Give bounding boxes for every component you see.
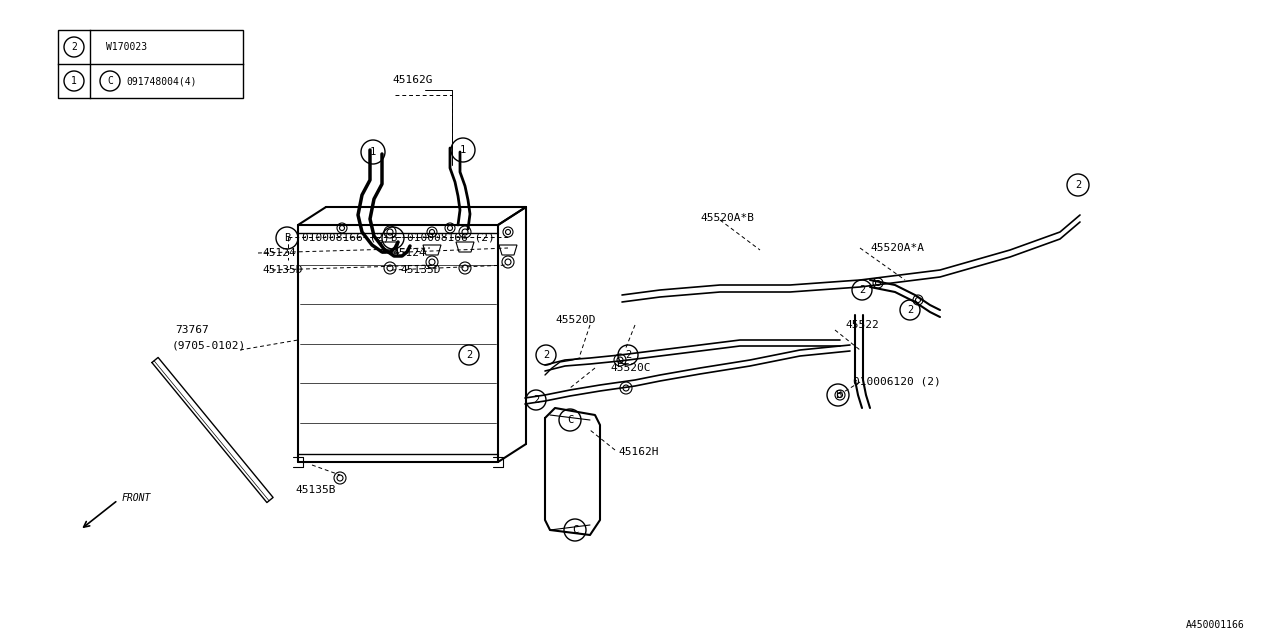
Text: 2: 2 [625, 350, 631, 360]
Text: 2: 2 [532, 395, 539, 405]
Text: 2: 2 [543, 350, 549, 360]
Bar [58, 30, 243, 98]
Text: B: B [835, 390, 841, 400]
Text: C: C [567, 415, 573, 425]
Text: 45135D: 45135D [399, 265, 440, 275]
Text: 1: 1 [72, 76, 77, 86]
Text: 1: 1 [370, 147, 376, 157]
Text: B: B [284, 233, 291, 243]
Text: 45135D: 45135D [262, 265, 302, 275]
Text: 45522: 45522 [845, 320, 879, 330]
Text: 010008166 (2): 010008166 (2) [407, 233, 495, 243]
Text: B: B [390, 233, 396, 243]
Text: (9705-0102): (9705-0102) [172, 340, 246, 350]
Text: 2: 2 [1075, 180, 1082, 190]
Text: A450001166: A450001166 [1187, 620, 1245, 630]
Text: C: C [108, 76, 113, 86]
Text: 45520D: 45520D [556, 315, 595, 325]
Text: 2: 2 [859, 285, 865, 295]
Text: 45162G: 45162G [393, 75, 433, 85]
Text: 2: 2 [906, 305, 913, 315]
Text: 2: 2 [72, 42, 77, 52]
Text: C: C [572, 525, 579, 535]
Text: 45135B: 45135B [294, 485, 335, 495]
Text: 45162H: 45162H [618, 447, 658, 457]
Text: 2: 2 [466, 350, 472, 360]
Text: 091748004(4): 091748004(4) [125, 76, 197, 86]
Text: FRONT: FRONT [122, 493, 151, 503]
Text: W170023: W170023 [106, 42, 147, 52]
Text: 45520C: 45520C [611, 363, 650, 373]
Text: 1: 1 [460, 145, 466, 155]
Text: 45520A*B: 45520A*B [700, 213, 754, 223]
Text: 45124: 45124 [262, 248, 296, 258]
Text: 45520A*A: 45520A*A [870, 243, 924, 253]
Text: 73767: 73767 [175, 325, 209, 335]
Text: 010008166 (2): 010008166 (2) [302, 232, 389, 242]
Text: 45124: 45124 [392, 248, 426, 258]
Text: 010006120 (2): 010006120 (2) [852, 377, 941, 387]
